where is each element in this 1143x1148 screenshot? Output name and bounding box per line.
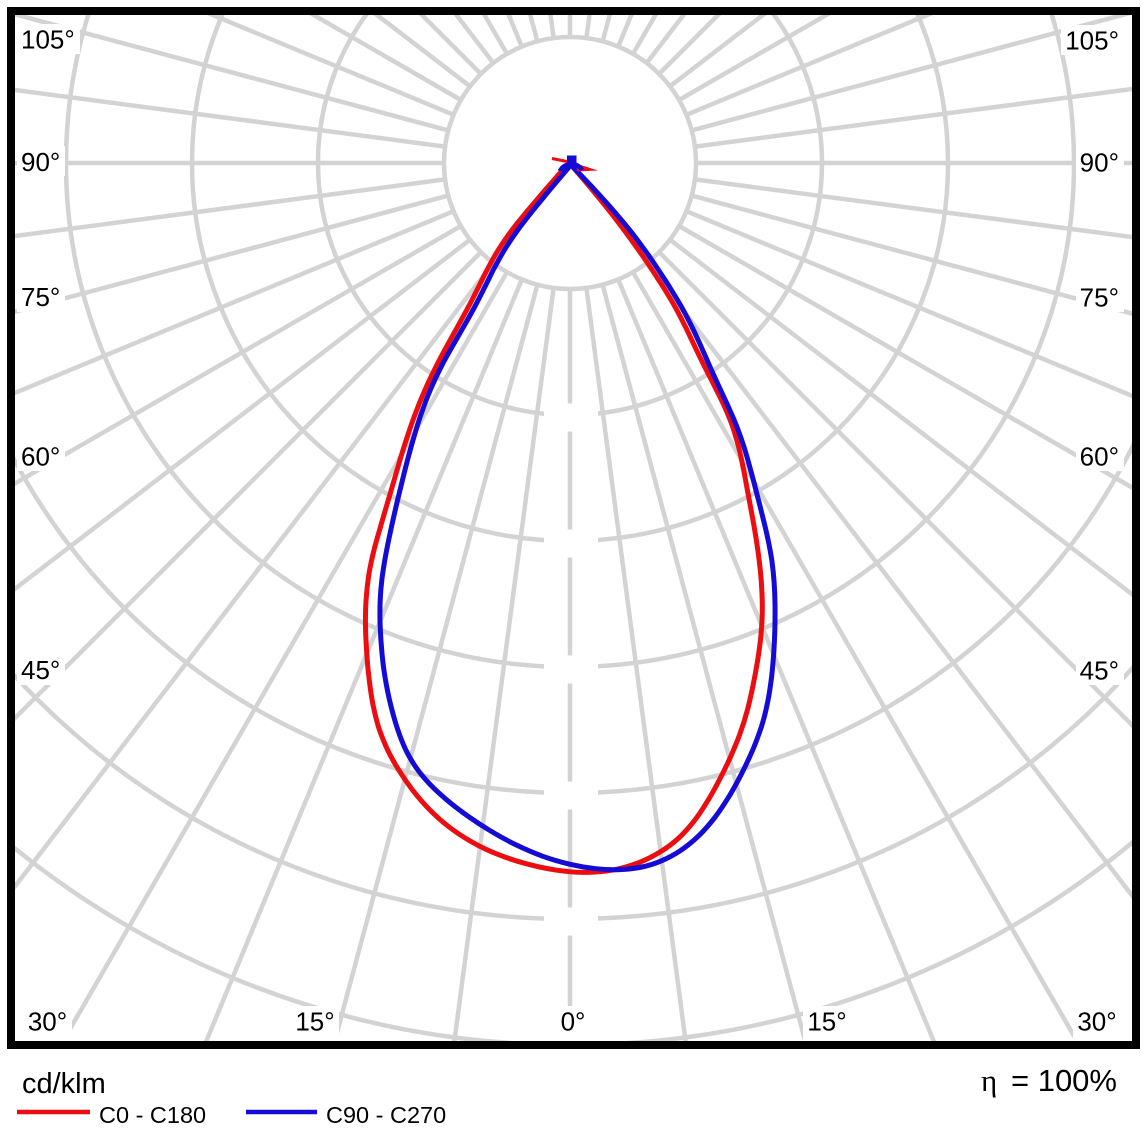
svg-text:45°: 45°: [21, 655, 60, 685]
svg-text:75°: 75°: [1080, 282, 1119, 312]
svg-text:75°: 75°: [21, 282, 60, 312]
svg-text:= 100%: = 100%: [1011, 1063, 1117, 1098]
svg-text:90°: 90°: [21, 147, 60, 177]
svg-text:105°: 105°: [21, 24, 75, 54]
svg-text:cd/klm: cd/klm: [22, 1068, 106, 1100]
svg-text:15°: 15°: [295, 1006, 334, 1036]
svg-text:60°: 60°: [1080, 441, 1119, 471]
svg-text:30°: 30°: [1077, 1006, 1116, 1036]
svg-text:90°: 90°: [1080, 147, 1119, 177]
svg-text:η: η: [981, 1063, 997, 1098]
svg-text:105°: 105°: [1065, 25, 1119, 55]
svg-text:C90 - C270: C90 - C270: [326, 1102, 446, 1128]
svg-text:0°: 0°: [561, 1006, 586, 1036]
svg-text:15°: 15°: [807, 1006, 846, 1036]
svg-text:60°: 60°: [21, 441, 60, 471]
svg-text:45°: 45°: [1080, 655, 1119, 685]
svg-text:C0 - C180: C0 - C180: [99, 1102, 206, 1128]
svg-text:30°: 30°: [28, 1006, 67, 1036]
